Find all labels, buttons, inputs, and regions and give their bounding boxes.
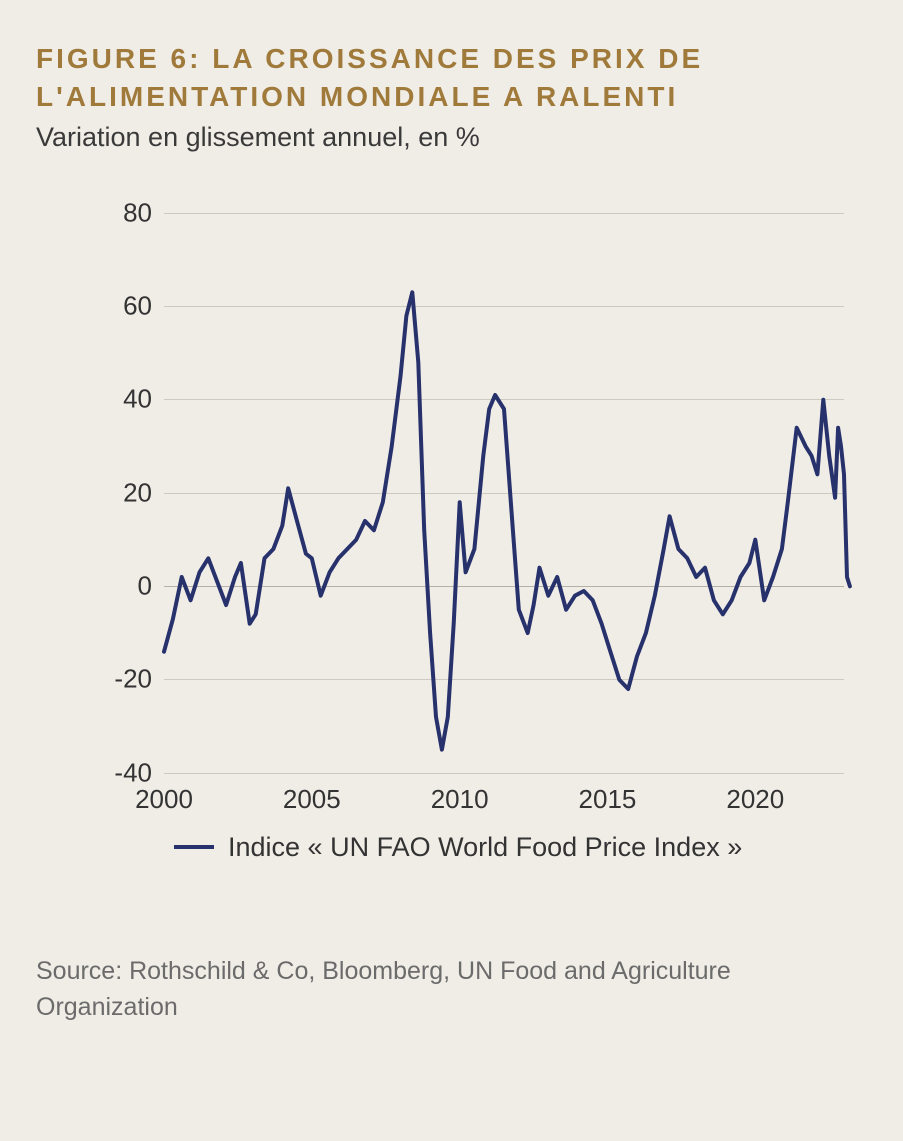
- y-tick-label: 80: [44, 197, 152, 228]
- y-tick-label: 40: [44, 384, 152, 415]
- y-tick-label: 60: [44, 290, 152, 321]
- grid-line: [164, 773, 844, 774]
- series-path: [164, 292, 850, 749]
- x-tick-label: 2010: [431, 784, 489, 815]
- x-tick-label: 2005: [283, 784, 341, 815]
- figure-title: FIGURE 6: LA CROISSANCE DES PRIX DE L'AL…: [36, 40, 867, 116]
- legend-label: Indice « UN FAO World Food Price Index »: [228, 832, 742, 863]
- x-tick-label: 2020: [726, 784, 784, 815]
- chart-container: -40-20020406080 20002005201020152020 Ind…: [44, 193, 864, 873]
- line-series: [164, 213, 844, 773]
- y-tick-label: 0: [44, 570, 152, 601]
- source-text: Source: Rothschild & Co, Bloomberg, UN F…: [36, 953, 756, 1026]
- legend: Indice « UN FAO World Food Price Index »: [174, 832, 742, 863]
- x-tick-label: 2015: [579, 784, 637, 815]
- legend-swatch: [174, 845, 214, 849]
- plot-area: [164, 213, 844, 773]
- figure-subtitle: Variation en glissement annuel, en %: [36, 122, 867, 153]
- y-tick-label: 20: [44, 477, 152, 508]
- x-tick-label: 2000: [135, 784, 193, 815]
- y-tick-label: -20: [44, 664, 152, 695]
